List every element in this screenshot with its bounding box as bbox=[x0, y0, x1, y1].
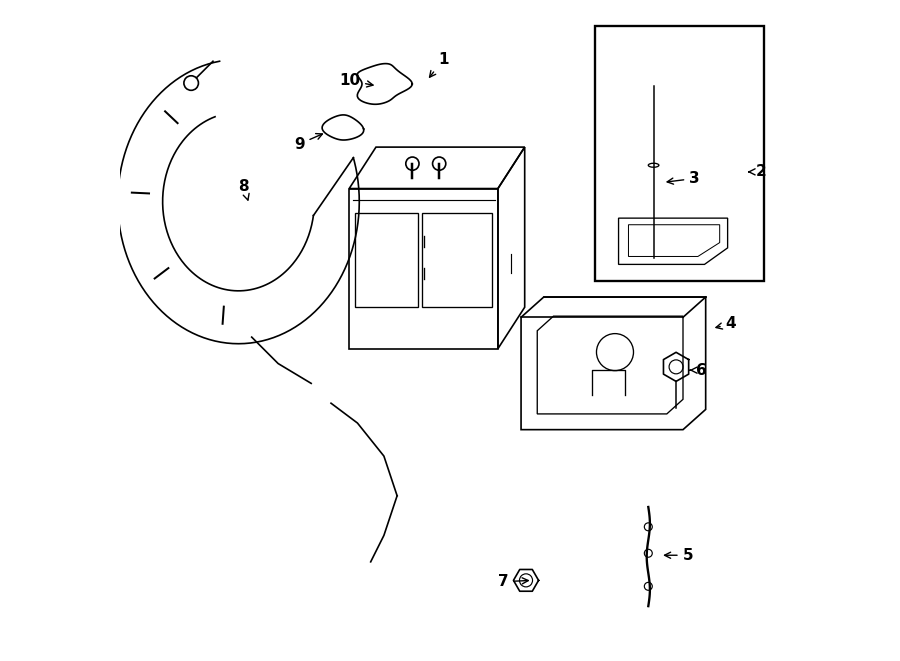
Text: 3: 3 bbox=[667, 171, 700, 186]
Text: 2: 2 bbox=[749, 165, 766, 179]
Text: 10: 10 bbox=[339, 73, 373, 88]
Text: 8: 8 bbox=[238, 179, 249, 200]
Text: 1: 1 bbox=[429, 52, 448, 77]
Text: 5: 5 bbox=[664, 548, 693, 563]
Text: 9: 9 bbox=[294, 134, 322, 151]
Text: 4: 4 bbox=[716, 317, 736, 331]
Text: 7: 7 bbox=[498, 574, 528, 589]
Text: 6: 6 bbox=[690, 363, 707, 377]
